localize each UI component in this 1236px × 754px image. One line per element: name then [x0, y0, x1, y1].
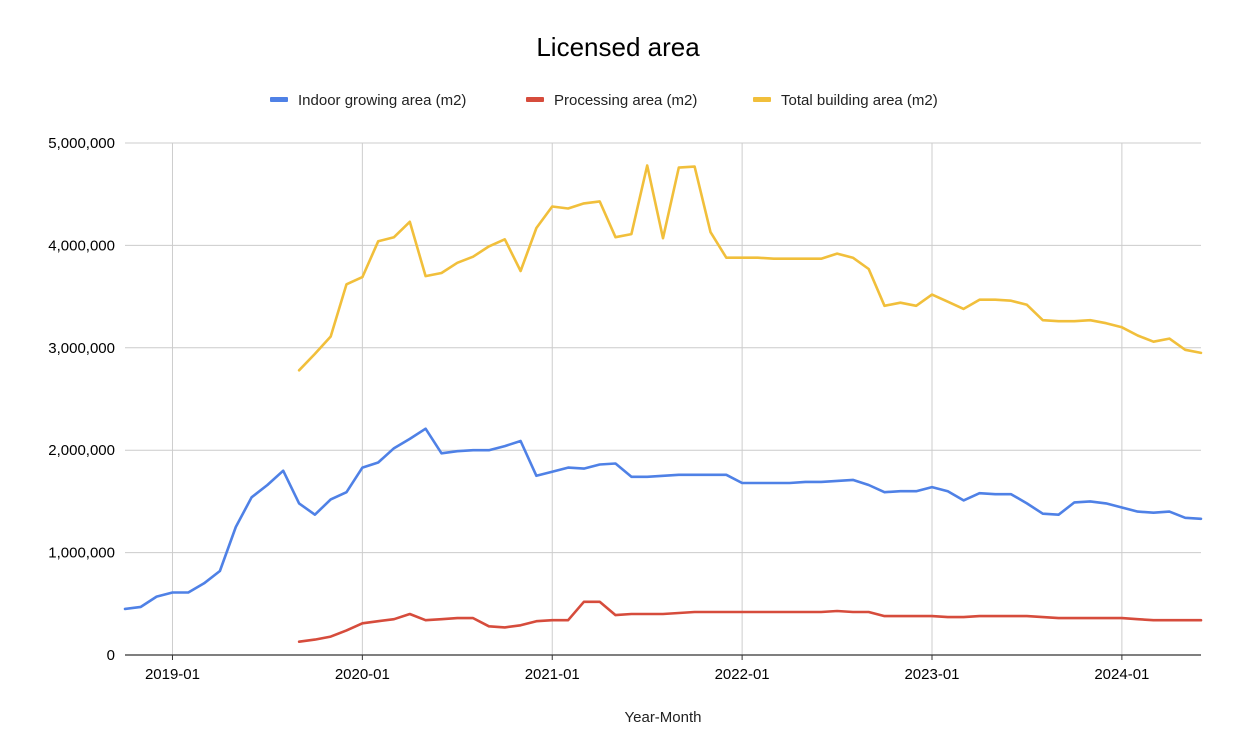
y-tick-label: 2,000,000	[48, 442, 115, 459]
y-tick-label: 0	[107, 647, 115, 664]
legend: Indoor growing area (m2) Processing area …	[270, 92, 938, 109]
series-line-2	[297, 600, 1203, 643]
y-tick-label: 1,000,000	[48, 545, 115, 562]
legend-label: Processing area (m2)	[554, 92, 697, 109]
axes: 0 1,000,000 2,000,000 3,000,000 4,000,000 5,0…	[48, 135, 1201, 683]
y-tick-label: 3,000,000	[48, 340, 115, 357]
series-line-3	[297, 164, 1203, 372]
x-tick-label: 2019-01	[145, 666, 200, 683]
legend-label: Indoor growing area (m2)	[298, 92, 466, 109]
x-axis-label: Year-Month	[625, 709, 702, 726]
legend-swatch	[270, 97, 288, 102]
x-tick-label: 2023-01	[904, 666, 959, 683]
series-layer	[123, 164, 1203, 643]
gridlines	[125, 142, 1201, 655]
x-tick-label: 2022-01	[715, 666, 770, 683]
x-tick-label: 2020-01	[335, 666, 390, 683]
series-line-1	[123, 427, 1203, 611]
x-tick-label: 2024-01	[1094, 666, 1149, 683]
y-tick-label: 5,000,000	[48, 135, 115, 152]
legend-item: Processing area (m2)	[526, 92, 697, 109]
legend-item: Total building area (m2)	[753, 92, 938, 109]
legend-label: Total building area (m2)	[781, 92, 938, 109]
legend-item: Indoor growing area (m2)	[270, 92, 466, 109]
legend-swatch	[526, 97, 544, 102]
y-tick-label: 4,000,000	[48, 237, 115, 254]
x-tick-label: 2021-01	[525, 666, 580, 683]
legend-swatch	[753, 97, 771, 102]
chart-title: Licensed area	[536, 32, 700, 62]
